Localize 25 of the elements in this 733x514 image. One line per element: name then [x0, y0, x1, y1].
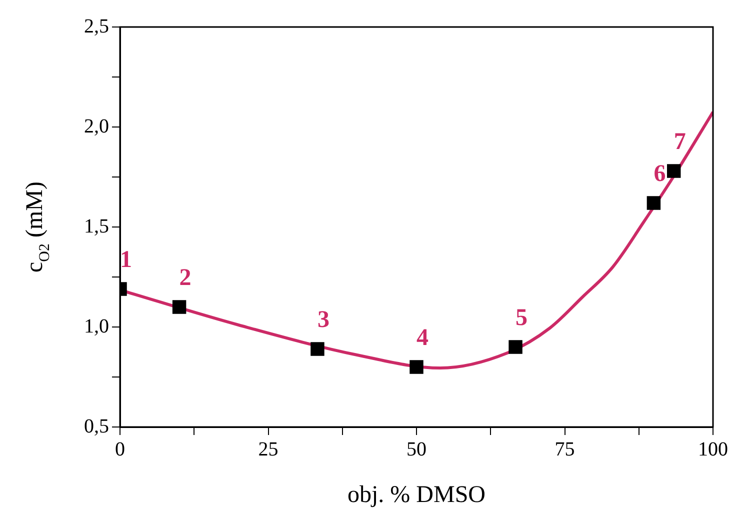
point: [508, 340, 522, 354]
annotation: 1: [120, 247, 132, 274]
annotation: 7: [674, 129, 686, 156]
annotation: 3: [317, 307, 330, 334]
y-tick-label: 1,5: [84, 215, 109, 238]
y-axis-title: cO2 (mM): [22, 182, 53, 272]
x-tick-label: 0: [115, 438, 125, 460]
x-tick-label: 100: [698, 438, 728, 460]
y-tick-label: 0,5: [84, 415, 109, 438]
x-tick-label: 25: [258, 438, 278, 460]
x-axis-title: obj. % DMSO: [347, 482, 486, 508]
y-tick-label: 2,0: [84, 115, 109, 138]
annotation: 5: [516, 305, 528, 332]
point: [310, 342, 324, 356]
x-tick-label: 50: [406, 438, 426, 460]
point: [646, 196, 661, 210]
annotation: 6: [654, 161, 666, 188]
annotation: 2: [179, 265, 192, 292]
x-tick-label: 75: [554, 438, 575, 460]
point: [172, 300, 186, 314]
annotation: 4: [416, 325, 428, 352]
y-tick-label: 1,0: [84, 315, 109, 338]
point: [410, 360, 424, 374]
y-tick-label: 2,5: [84, 15, 109, 38]
point: [667, 164, 681, 178]
